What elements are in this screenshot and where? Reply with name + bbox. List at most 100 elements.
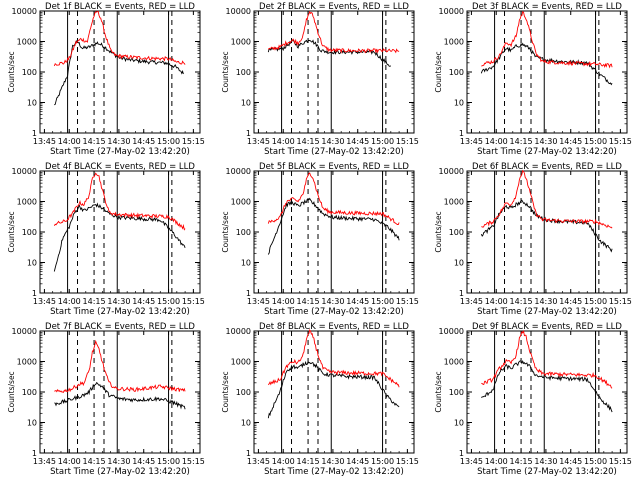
series-line-events xyxy=(267,360,400,419)
y-tick-label: 10 xyxy=(241,259,251,268)
plot-frame xyxy=(253,10,415,134)
chart-panel-4: 1 10 100 1000 10000 13:45 14:00 14:15 14:30 14:45… xyxy=(7,162,205,317)
series-line-lld xyxy=(267,10,400,54)
x-tick-label: 14:30 xyxy=(534,297,557,306)
plot-frame xyxy=(466,170,628,294)
y-tick-label: 1 xyxy=(459,289,464,298)
x-tick-label: 14:15 xyxy=(83,297,106,306)
x-tick-label: 14:00 xyxy=(58,297,81,306)
x-tick-label: 13:45 xyxy=(33,297,56,306)
x-tick-label: 13:45 xyxy=(460,457,483,466)
y-tick-label: 100 xyxy=(22,388,37,397)
plot-frame xyxy=(39,10,201,134)
x-axis-label: Start Time (27-May-02 13:42:20) xyxy=(264,147,404,157)
x-tick-label: 14:00 xyxy=(58,457,81,466)
y-axis-label: Counts/sec xyxy=(7,371,16,412)
chart-panel-8: 1 10 100 1000 10000 13:45 14:00 14:15 14:30 14:45… xyxy=(221,322,419,477)
chart-title: Det 5f BLACK = Events, RED = LLD xyxy=(259,162,409,172)
x-axis-label: Start Time (27-May-02 13:42:20) xyxy=(50,307,190,317)
x-tick-label: 14:15 xyxy=(83,457,106,466)
x-axis-label: Start Time (27-May-02 13:42:20) xyxy=(477,307,617,317)
y-tick-label: 1 xyxy=(32,289,37,298)
y-tick-label: 1 xyxy=(459,129,464,138)
chart-panel-5: 1 10 100 1000 10000 13:45 14:00 14:15 14:30 14:45… xyxy=(221,162,419,317)
chart-panel-2: 1 10 100 1000 10000 13:45 14:00 14:15 14:30 14:45… xyxy=(221,2,419,157)
y-tick-label: 1 xyxy=(246,129,251,138)
x-axis-label: Start Time (27-May-02 13:42:20) xyxy=(50,147,190,157)
x-tick-label: 15:00 xyxy=(157,297,180,306)
y-tick-label: 10000 xyxy=(226,327,251,336)
x-tick-label: 15:15 xyxy=(609,297,632,306)
x-axis-label: Start Time (27-May-02 13:42:20) xyxy=(477,467,617,477)
x-tick-label: 14:45 xyxy=(346,457,369,466)
x-axis-label: Start Time (27-May-02 13:42:20) xyxy=(50,467,190,477)
y-axis-label: Counts/sec xyxy=(221,51,230,92)
y-tick-label: 10 xyxy=(241,99,251,108)
y-tick-label: 1 xyxy=(246,449,251,458)
series-line-events xyxy=(481,359,613,413)
series-line-events xyxy=(480,199,613,253)
chart-panel-7: 1 10 100 1000 10000 13:45 14:00 14:15 14:30 14:45… xyxy=(7,322,205,477)
x-tick-label: 14:15 xyxy=(297,457,320,466)
plot-frame xyxy=(39,170,201,294)
y-tick-label: 100 xyxy=(236,388,251,397)
plot-frame xyxy=(253,170,415,294)
x-tick-label: 13:45 xyxy=(247,137,270,146)
y-tick-label: 10000 xyxy=(226,167,251,176)
series-line-lld xyxy=(267,328,400,388)
y-axis-label: Counts/sec xyxy=(221,371,230,412)
x-tick-label: 15:00 xyxy=(584,297,607,306)
y-tick-label: 1 xyxy=(32,449,37,458)
x-tick-label: 14:45 xyxy=(132,457,155,466)
x-tick-label: 15:00 xyxy=(584,137,607,146)
x-tick-label: 15:00 xyxy=(157,137,180,146)
y-axis-label: Counts/sec xyxy=(434,371,443,412)
x-tick-label: 14:00 xyxy=(58,137,81,146)
x-tick-label: 13:45 xyxy=(460,137,483,146)
x-tick-label: 14:45 xyxy=(132,137,155,146)
x-tick-label: 14:45 xyxy=(346,297,369,306)
series-line-events xyxy=(54,40,184,106)
y-tick-label: 10000 xyxy=(12,167,37,176)
y-tick-label: 100 xyxy=(449,228,464,237)
x-tick-label: 15:15 xyxy=(182,297,205,306)
y-tick-label: 10 xyxy=(27,259,37,268)
y-tick-label: 1 xyxy=(32,129,37,138)
y-tick-label: 10000 xyxy=(439,7,464,16)
x-tick-label: 14:15 xyxy=(83,137,106,146)
y-tick-label: 100 xyxy=(236,228,251,237)
y-tick-label: 10 xyxy=(454,259,464,268)
x-tick-label: 14:00 xyxy=(272,137,295,146)
x-tick-label: 15:15 xyxy=(609,457,632,466)
x-tick-label: 14:00 xyxy=(272,297,295,306)
y-tick-label: 100 xyxy=(236,68,251,77)
chart-panel-1: 1 10 100 1000 10000 13:45 14:00 14:15 14:30 14:45… xyxy=(7,2,205,157)
x-tick-label: 14:45 xyxy=(559,457,582,466)
y-tick-label: 1000 xyxy=(231,358,251,367)
plot-frame xyxy=(253,330,415,454)
x-tick-label: 14:00 xyxy=(485,297,508,306)
x-tick-label: 14:15 xyxy=(297,297,320,306)
x-tick-label: 14:30 xyxy=(534,137,557,146)
series-line-events xyxy=(54,382,186,410)
y-axis-label: Counts/sec xyxy=(221,211,230,252)
x-tick-label: 15:15 xyxy=(396,297,419,306)
x-tick-label: 14:45 xyxy=(346,137,369,146)
y-tick-label: 10 xyxy=(454,99,464,108)
x-tick-label: 14:30 xyxy=(107,457,130,466)
series-line-events xyxy=(53,202,186,272)
x-tick-label: 13:45 xyxy=(247,297,270,306)
series-line-events xyxy=(267,197,400,255)
x-tick-label: 13:45 xyxy=(460,297,483,306)
plot-frame xyxy=(466,10,628,134)
x-tick-label: 15:00 xyxy=(157,457,180,466)
x-tick-label: 15:15 xyxy=(396,137,419,146)
y-tick-label: 1000 xyxy=(17,38,37,47)
y-axis-label: Counts/sec xyxy=(7,211,16,252)
y-tick-label: 100 xyxy=(449,388,464,397)
x-tick-label: 15:15 xyxy=(182,137,205,146)
series-line-lld xyxy=(53,172,186,231)
y-tick-label: 10000 xyxy=(439,167,464,176)
x-tick-label: 13:45 xyxy=(247,457,270,466)
